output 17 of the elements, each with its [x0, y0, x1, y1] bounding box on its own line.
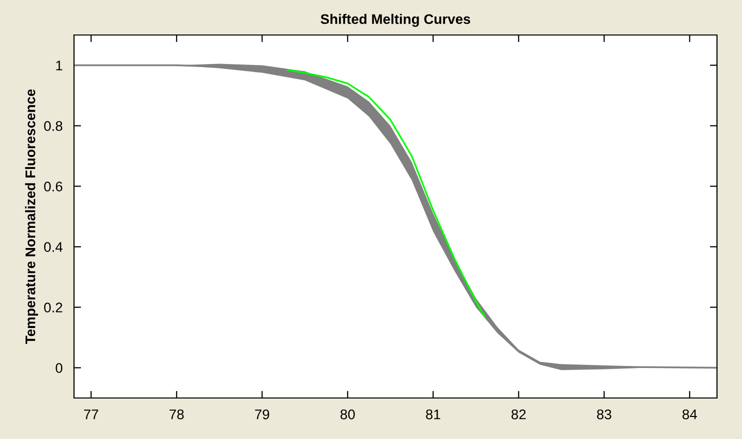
x-tick-label: 80: [340, 409, 355, 420]
x-tick-label: 82: [512, 409, 526, 420]
y-tick-label: 0: [56, 363, 62, 373]
x-tick-label: 78: [170, 409, 184, 420]
y-axis-title: Temperature Normalized Fluorescence: [25, 89, 38, 344]
y-tick-label: 0.6: [44, 182, 62, 192]
x-tick-label: 84: [682, 409, 697, 420]
chart-title: Shifted Melting Curves: [320, 14, 470, 27]
y-tick-label: 1: [56, 60, 62, 70]
y-tick-label: 0.4: [44, 242, 62, 252]
y-tick-label: 0.8: [44, 121, 62, 131]
x-tick-label: 79: [255, 409, 270, 420]
line-series: [286, 68, 486, 318]
x-tick-label: 81: [426, 409, 440, 420]
y-tick-label: 0.2: [44, 302, 62, 312]
x-tick-label: 77: [84, 410, 98, 420]
x-tick-label: 83: [597, 409, 612, 420]
